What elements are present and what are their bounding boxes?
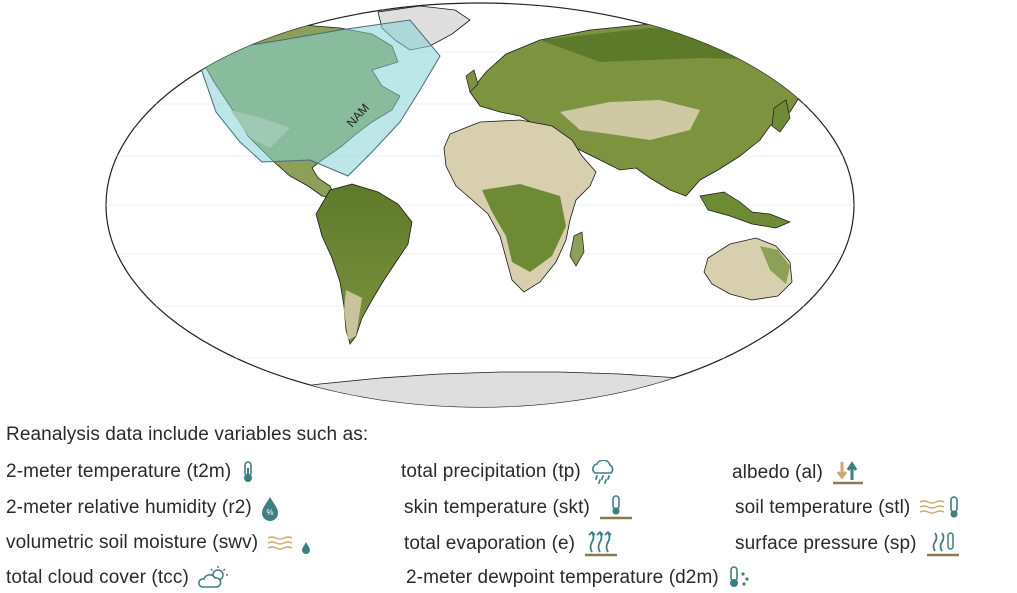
legend-intro: Reanalysis data include variables such a…: [6, 424, 369, 445]
var-label: 2-meter dewpoint temperature (d2m): [406, 567, 719, 588]
new-zealand: [817, 295, 835, 323]
var-al: albedo (al): [732, 460, 865, 486]
var-d2m: 2-meter dewpoint temperature (d2m): [406, 565, 753, 591]
japan: [771, 99, 791, 133]
var-sp: surface pressure (sp): [735, 530, 961, 558]
var-e: total evaporation (e): [404, 530, 619, 558]
humidity-drop-icon: %: [260, 495, 280, 521]
var-label: soil temperature (stl): [735, 497, 911, 518]
var-label: total evaporation (e): [404, 533, 576, 554]
evaporation-icon: [583, 530, 619, 558]
dewpoint-thermometer-icon: [727, 565, 753, 591]
nam-region: [195, 19, 441, 177]
var-tcc: total cloud cover (tcc): [6, 565, 231, 591]
var-label: albedo (al): [732, 462, 823, 483]
cloud-sun-icon: [197, 565, 231, 591]
var-label: surface pressure (sp): [735, 533, 917, 554]
south-america: [315, 183, 413, 345]
var-stl: soil temperature (stl): [735, 495, 962, 521]
world-map: NAM: [105, 2, 855, 408]
pressure-icon: [925, 530, 961, 558]
var-swv: volumetric soil moisture (swv): [6, 530, 314, 556]
thermometer-icon: [239, 460, 257, 484]
soil-thermometer-icon: [918, 495, 962, 521]
se-asia-islands: [699, 191, 791, 229]
albedo-arrows-icon: [831, 460, 865, 486]
var-skt: skin temperature (skt): [404, 495, 634, 521]
world-map-svg: NAM: [105, 2, 855, 408]
var-label: skin temperature (skt): [404, 497, 590, 518]
soil-moisture-icon: [266, 530, 314, 556]
var-label: total cloud cover (tcc): [6, 567, 189, 588]
var-r2: 2-meter relative humidity (r2) %: [6, 495, 280, 521]
svg-text:%: %: [266, 508, 273, 517]
var-t2m: 2-meter temperature (t2m): [6, 460, 257, 484]
antarctica: [259, 371, 761, 407]
var-tp: total precipitation (tp): [401, 460, 617, 484]
uk: [465, 69, 479, 93]
var-label: 2-meter temperature (t2m): [6, 461, 232, 482]
madagascar: [569, 231, 585, 267]
rain-cloud-icon: [589, 460, 617, 484]
var-label: volumetric soil moisture (swv): [6, 532, 259, 553]
skin-thermometer-icon: [598, 495, 634, 521]
var-label: total precipitation (tp): [401, 461, 581, 482]
var-label: 2-meter relative humidity (r2): [6, 497, 252, 518]
